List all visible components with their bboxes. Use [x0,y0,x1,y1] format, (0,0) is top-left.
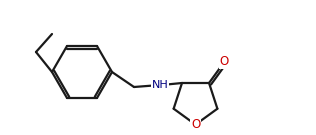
Text: O: O [191,118,200,131]
Text: O: O [220,55,229,68]
Text: NH: NH [152,80,168,90]
